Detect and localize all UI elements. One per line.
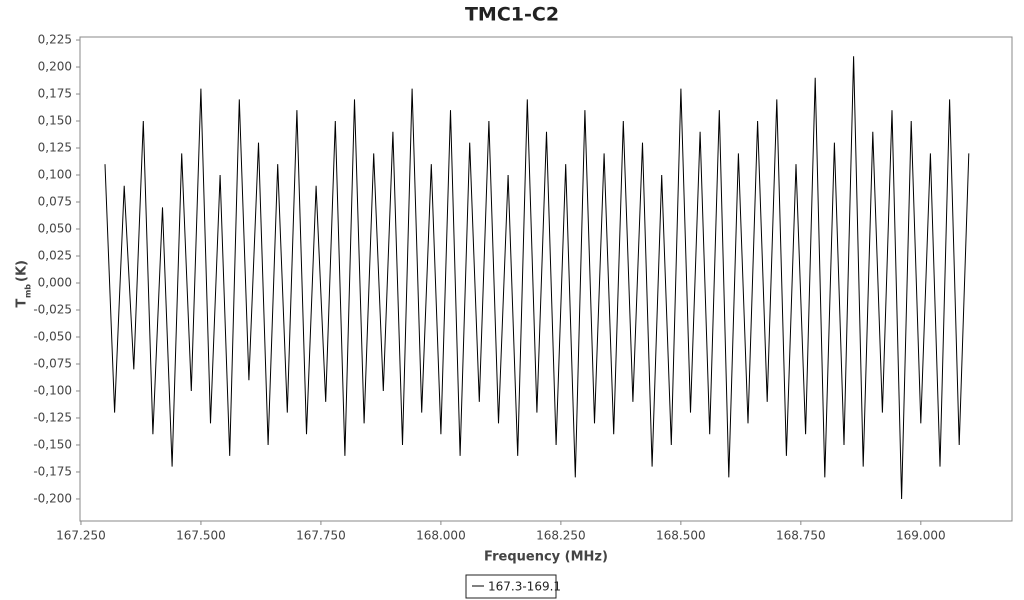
x-tick-label: 168.000	[416, 529, 466, 543]
y-tick-label: 0,025	[38, 248, 72, 262]
legend	[465, 574, 557, 599]
x-tick-label: 168.250	[536, 529, 586, 543]
y-tick-label: -0,200	[33, 491, 72, 505]
y-label-symbol: T	[15, 298, 30, 307]
y-tick-label: 0,175	[38, 87, 72, 101]
y-label-unit: (K)	[15, 260, 30, 282]
y-tick-label: 0,200	[38, 60, 72, 74]
y-tick-label: 0,075	[38, 195, 72, 209]
y-tick-label: -0,050	[33, 329, 72, 343]
y-tick-label: -0,100	[33, 383, 72, 397]
y-tick-label: 0,150	[38, 114, 72, 128]
x-tick-label: 167.750	[296, 529, 346, 543]
y-tick-label: 0,000	[38, 275, 72, 289]
x-axis-label: Frequency (MHz)	[484, 550, 608, 565]
y-tick-label: 0,125	[38, 141, 72, 155]
legend-label: 167.3-169.1	[488, 580, 561, 594]
y-axis-label: T mb (K)	[15, 260, 33, 307]
plot-frame	[79, 36, 1013, 522]
y-tick-label: 0,100	[38, 168, 72, 182]
y-label-subscript: mb	[24, 284, 33, 298]
x-tick-label: 168.750	[776, 529, 826, 543]
y-tick-label: -0,150	[33, 437, 72, 451]
spectrum-line	[104, 56, 970, 500]
y-tick-label: -0,025	[33, 302, 72, 316]
y-tick-label: 0,225	[38, 33, 72, 47]
y-tick-label: -0,125	[33, 410, 72, 424]
chart-title: TMC1-C2	[465, 4, 559, 26]
y-tick-label: -0,175	[33, 464, 72, 478]
x-tick-label: 169.000	[896, 529, 946, 543]
x-tick-label: 168.500	[656, 529, 706, 543]
y-tick-label: -0,075	[33, 356, 72, 370]
x-tick-label: 167.500	[176, 529, 226, 543]
x-tick-label: 167.250	[56, 529, 106, 543]
y-tick-label: 0,050	[38, 222, 72, 236]
